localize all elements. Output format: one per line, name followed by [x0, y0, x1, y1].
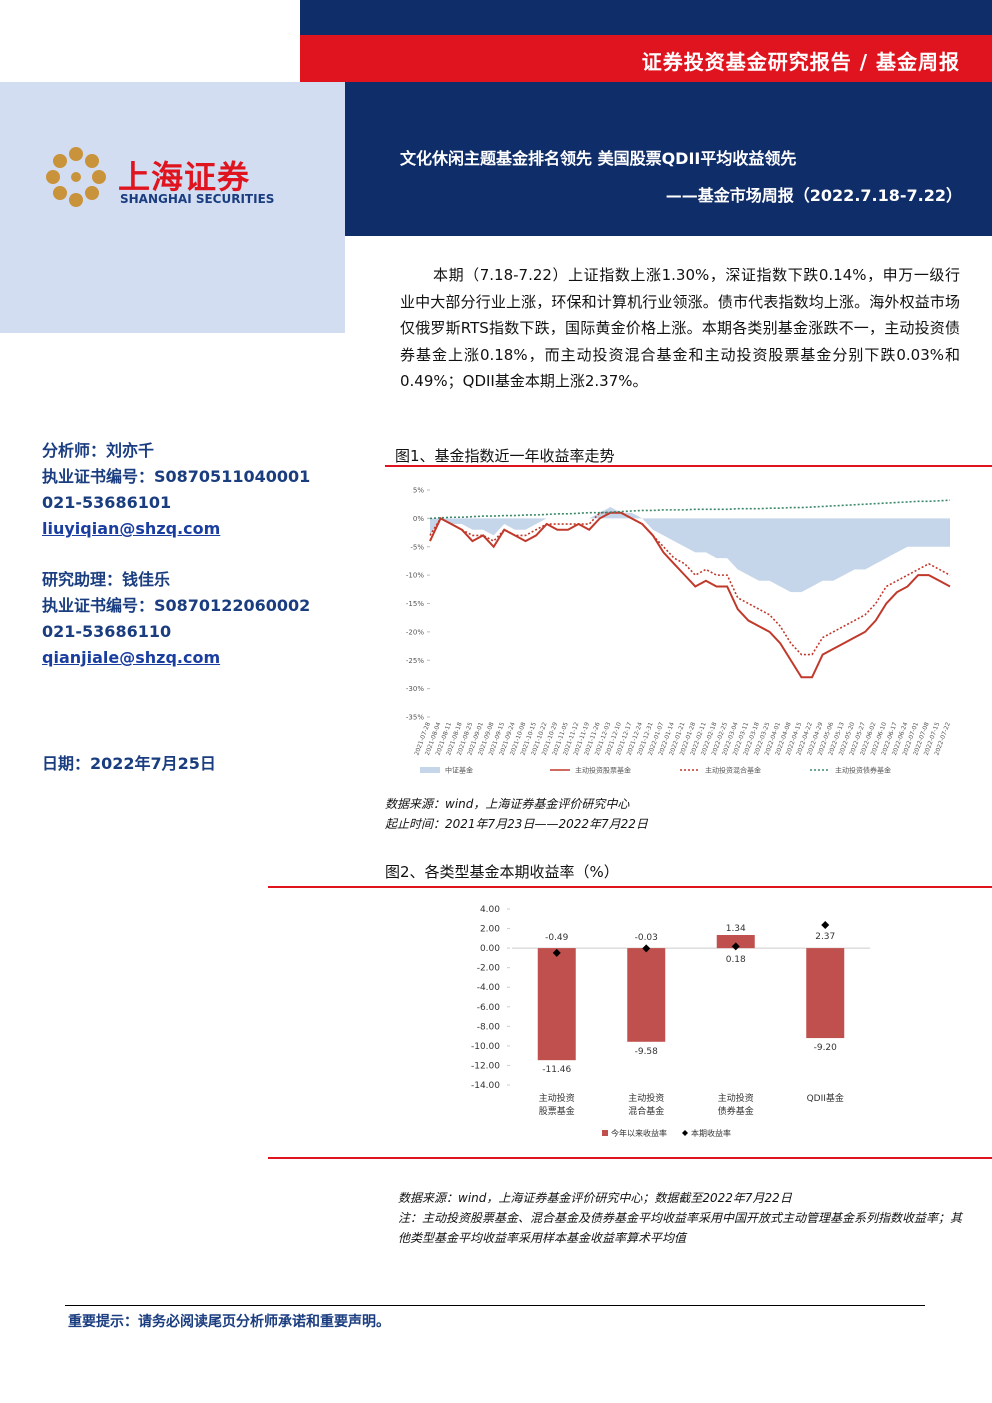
- y-tick-label: 2.00: [480, 925, 500, 935]
- report-subtitle: ——基金市场周报（2022.7.18-7.22）: [665, 186, 962, 205]
- x-tick-label: 债券基金: [718, 1105, 754, 1117]
- legend-swatch: [682, 1130, 688, 1136]
- line-chart: 5%0%-5%-10%-15%-20%-25%-30%-35%2021-07-2…: [406, 487, 952, 775]
- analyst-license: 执业证书编号：S0870511040001: [42, 467, 311, 486]
- marker-diamond: [642, 944, 651, 953]
- legend-label: 今年以来收益率: [611, 1128, 667, 1138]
- bar: [716, 935, 755, 949]
- y-tick-label: -35%: [406, 714, 424, 722]
- value-label: -11.46: [542, 1065, 571, 1075]
- note-line: 起止时间：2021年7月23日——2022年7月22日: [385, 817, 648, 831]
- y-tick-label: -12.00: [471, 1061, 500, 1071]
- y-tick-label: -15%: [406, 600, 424, 608]
- marker-diamond: [552, 948, 561, 957]
- x-tick-label: 股票基金: [539, 1105, 575, 1117]
- report-category: 证券投资基金研究报告 / 基金周报: [641, 50, 960, 74]
- analyst-email[interactable]: liuyiqian@shzq.com: [42, 519, 221, 538]
- analyst-role: 研究助理：钱佳乐: [42, 570, 171, 589]
- figure-rule: [268, 1157, 992, 1159]
- series-dotted: [429, 511, 951, 656]
- legend-label: 主动投资股票基金: [575, 766, 631, 775]
- x-tick-label: 主动投资: [628, 1092, 664, 1104]
- x-tick-label: 主动投资: [539, 1092, 575, 1104]
- logo-panel: [0, 82, 345, 333]
- value-label: 2.37: [815, 932, 835, 942]
- legend-swatch: [602, 1130, 608, 1136]
- y-tick-label: 5%: [413, 487, 424, 495]
- value-label: -0.49: [545, 933, 569, 943]
- value-label: 0.18: [726, 955, 746, 965]
- figure-caption: 图2、各类型基金本期收益率（%）: [385, 863, 619, 881]
- y-tick-label: -30%: [406, 685, 424, 693]
- series-solid: [429, 511, 951, 679]
- marker-diamond: [731, 942, 740, 951]
- marker-diamond: [821, 920, 830, 929]
- analyst-license: 执业证书编号：S0870122060002: [42, 596, 311, 615]
- x-tick-label: 主动投资: [718, 1092, 754, 1104]
- figure-rule: [268, 886, 992, 888]
- figure-note: 数据来源：wind，上海证券基金评价研究中心；数据截至2022年7月22日 注：…: [398, 1188, 963, 1248]
- y-tick-label: 4.00: [480, 905, 500, 915]
- analyst-role: 分析师：刘亦千: [42, 441, 155, 460]
- y-tick-label: -5%: [410, 543, 424, 551]
- value-label: 1.34: [726, 924, 746, 934]
- value-label: -9.20: [814, 1043, 838, 1053]
- analyst-phone: 021-53686110: [42, 622, 172, 641]
- value-label: -0.03: [635, 933, 658, 943]
- x-tick-label: 混合基金: [628, 1105, 664, 1117]
- report-date: 日期：2022年7月25日: [42, 754, 216, 773]
- figure-note: 数据来源：wind，上海证券基金评价研究中心 起止时间：2021年7月23日——…: [385, 794, 648, 834]
- value-label: -9.58: [635, 1047, 659, 1057]
- series-area: [430, 507, 950, 593]
- note-line: 数据来源：wind，上海证券基金评价研究中心: [385, 797, 630, 811]
- bar-chart: 4.00 2.00 0.00 -2.00 -4.00 -6.00 -8.00 -10.00 -1…: [471, 905, 870, 1138]
- series-dotted: [429, 499, 951, 520]
- analyst-email[interactable]: qianjiale@shzq.com: [42, 648, 221, 667]
- legend-label: 主动投资混合基金: [705, 766, 761, 775]
- legend-label: 本期收益率: [691, 1128, 731, 1138]
- analyst: 分析师：刘亦千 执业证书编号：S0870511040001 021-536861…: [42, 438, 310, 542]
- y-tick-label: -8.00: [477, 1022, 501, 1032]
- bar: [627, 948, 666, 1042]
- bar: [806, 948, 845, 1039]
- x-tick-label: QDII基金: [807, 1092, 844, 1104]
- footer-note: 重要提示：请务必阅读尾页分析师承诺和重要声明。: [68, 1314, 390, 1330]
- report-title: 文化休闲主题基金排名领先 美国股票QDII平均收益领先: [400, 149, 797, 168]
- y-tick-label: -20%: [406, 628, 424, 636]
- logo-name: 上海证券: [118, 158, 251, 196]
- y-tick-label: -6.00: [477, 1003, 501, 1013]
- y-tick-label: -4.00: [477, 983, 501, 993]
- legend-label: 中证基金: [445, 766, 473, 775]
- footer-rule: [65, 1305, 925, 1306]
- y-tick-label: -25%: [406, 657, 424, 665]
- logo-icon: [46, 147, 106, 207]
- y-tick-label: -2.00: [477, 964, 501, 974]
- logo-english: SHANGHAI SECURITIES: [120, 192, 275, 206]
- analyst: 研究助理：钱佳乐 执业证书编号：S0870122060002 021-53686…: [42, 567, 310, 671]
- y-tick-label: 0.00: [480, 944, 500, 954]
- y-tick-label: -10.00: [471, 1042, 500, 1052]
- y-tick-label: 0%: [413, 515, 424, 523]
- note-line: 数据来源：wind，上海证券基金评价研究中心；数据截至2022年7月22日: [398, 1191, 792, 1205]
- legend-swatch: [420, 767, 440, 773]
- figure-rule: [385, 465, 992, 467]
- analyst-phone: 021-53686101: [42, 493, 172, 512]
- y-tick-label: -10%: [406, 572, 424, 580]
- y-tick-label: -14.00: [471, 1081, 500, 1091]
- summary: 本期（7.18-7.22）上证指数上涨1.30%，深证指数下跌0.14%，申万一…: [400, 266, 960, 390]
- note-line: 注：主动投资股票基金、混合基金及债券基金平均收益率采用中国开放式主动管理基金系列…: [398, 1211, 963, 1245]
- bar: [537, 948, 576, 1061]
- legend-label: 主动投资债券基金: [835, 766, 891, 775]
- figure-caption: 图1、基金指数近一年收益率走势: [395, 447, 615, 465]
- header-red-band: [300, 35, 992, 82]
